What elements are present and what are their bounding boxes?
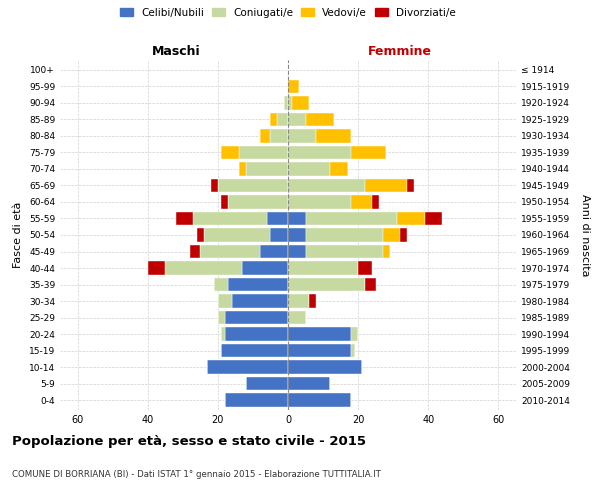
Bar <box>288 178 365 192</box>
Bar <box>246 377 288 390</box>
Bar <box>225 311 288 324</box>
Bar <box>176 212 193 226</box>
Bar <box>288 96 292 110</box>
Bar <box>284 96 288 110</box>
Bar <box>260 129 271 142</box>
Bar <box>232 294 288 308</box>
Bar <box>221 146 239 159</box>
Bar <box>225 328 288 341</box>
Legend: Celibi/Nubili, Coniugati/e, Vedovi/e, Divorziati/e: Celibi/Nubili, Coniugati/e, Vedovi/e, Di… <box>120 8 456 18</box>
Bar <box>214 278 229 291</box>
Bar <box>197 228 204 242</box>
Bar <box>260 244 288 258</box>
Bar <box>208 360 288 374</box>
Bar <box>330 162 347 175</box>
Bar <box>271 228 288 242</box>
Bar <box>288 294 309 308</box>
Bar <box>288 328 351 341</box>
Bar <box>365 278 376 291</box>
Bar <box>288 344 351 358</box>
Bar <box>239 162 246 175</box>
Bar <box>148 261 165 275</box>
Bar <box>190 244 200 258</box>
Bar <box>288 212 305 226</box>
Bar <box>351 328 358 341</box>
Bar <box>351 146 386 159</box>
Bar <box>225 394 288 407</box>
Bar <box>288 112 305 126</box>
Bar <box>288 146 351 159</box>
Bar <box>204 228 271 242</box>
Bar <box>288 360 362 374</box>
Bar <box>242 261 288 275</box>
Bar <box>292 96 309 110</box>
Bar <box>351 344 355 358</box>
Bar <box>229 278 288 291</box>
Bar <box>288 80 299 93</box>
Bar <box>383 228 400 242</box>
Bar <box>239 146 288 159</box>
Bar <box>246 162 288 175</box>
Bar <box>271 129 288 142</box>
Bar <box>400 228 407 242</box>
Bar <box>288 394 351 407</box>
Bar <box>305 112 334 126</box>
Bar <box>229 195 288 209</box>
Bar <box>221 344 288 358</box>
Bar <box>271 112 277 126</box>
Bar <box>288 278 365 291</box>
Y-axis label: Anni di nascita: Anni di nascita <box>580 194 590 276</box>
Bar <box>425 212 442 226</box>
Bar <box>193 212 267 226</box>
Bar <box>211 178 218 192</box>
Bar <box>309 294 316 308</box>
Bar <box>288 311 305 324</box>
Bar <box>277 112 288 126</box>
Bar <box>288 162 330 175</box>
Bar <box>372 195 379 209</box>
Bar <box>407 178 414 192</box>
Bar <box>288 244 305 258</box>
Bar <box>218 178 288 192</box>
Bar <box>288 261 358 275</box>
Bar <box>221 328 225 341</box>
Bar <box>305 228 383 242</box>
Bar <box>288 129 316 142</box>
Bar <box>351 195 372 209</box>
Bar <box>288 228 305 242</box>
Bar <box>397 212 425 226</box>
Text: Maschi: Maschi <box>151 46 200 59</box>
Bar <box>305 212 397 226</box>
Y-axis label: Fasce di età: Fasce di età <box>13 202 23 268</box>
Bar <box>218 311 225 324</box>
Bar <box>221 195 229 209</box>
Bar <box>218 294 232 308</box>
Bar <box>165 261 242 275</box>
Bar <box>288 377 330 390</box>
Text: COMUNE DI BORRIANA (BI) - Dati ISTAT 1° gennaio 2015 - Elaborazione TUTTITALIA.I: COMUNE DI BORRIANA (BI) - Dati ISTAT 1° … <box>12 470 381 479</box>
Text: Femmine: Femmine <box>368 46 432 59</box>
Bar <box>267 212 288 226</box>
Bar <box>316 129 351 142</box>
Bar <box>358 261 372 275</box>
Bar <box>383 244 390 258</box>
Bar <box>305 244 383 258</box>
Bar <box>200 244 260 258</box>
Text: Popolazione per età, sesso e stato civile - 2015: Popolazione per età, sesso e stato civil… <box>12 435 366 448</box>
Bar <box>365 178 407 192</box>
Bar <box>288 195 351 209</box>
